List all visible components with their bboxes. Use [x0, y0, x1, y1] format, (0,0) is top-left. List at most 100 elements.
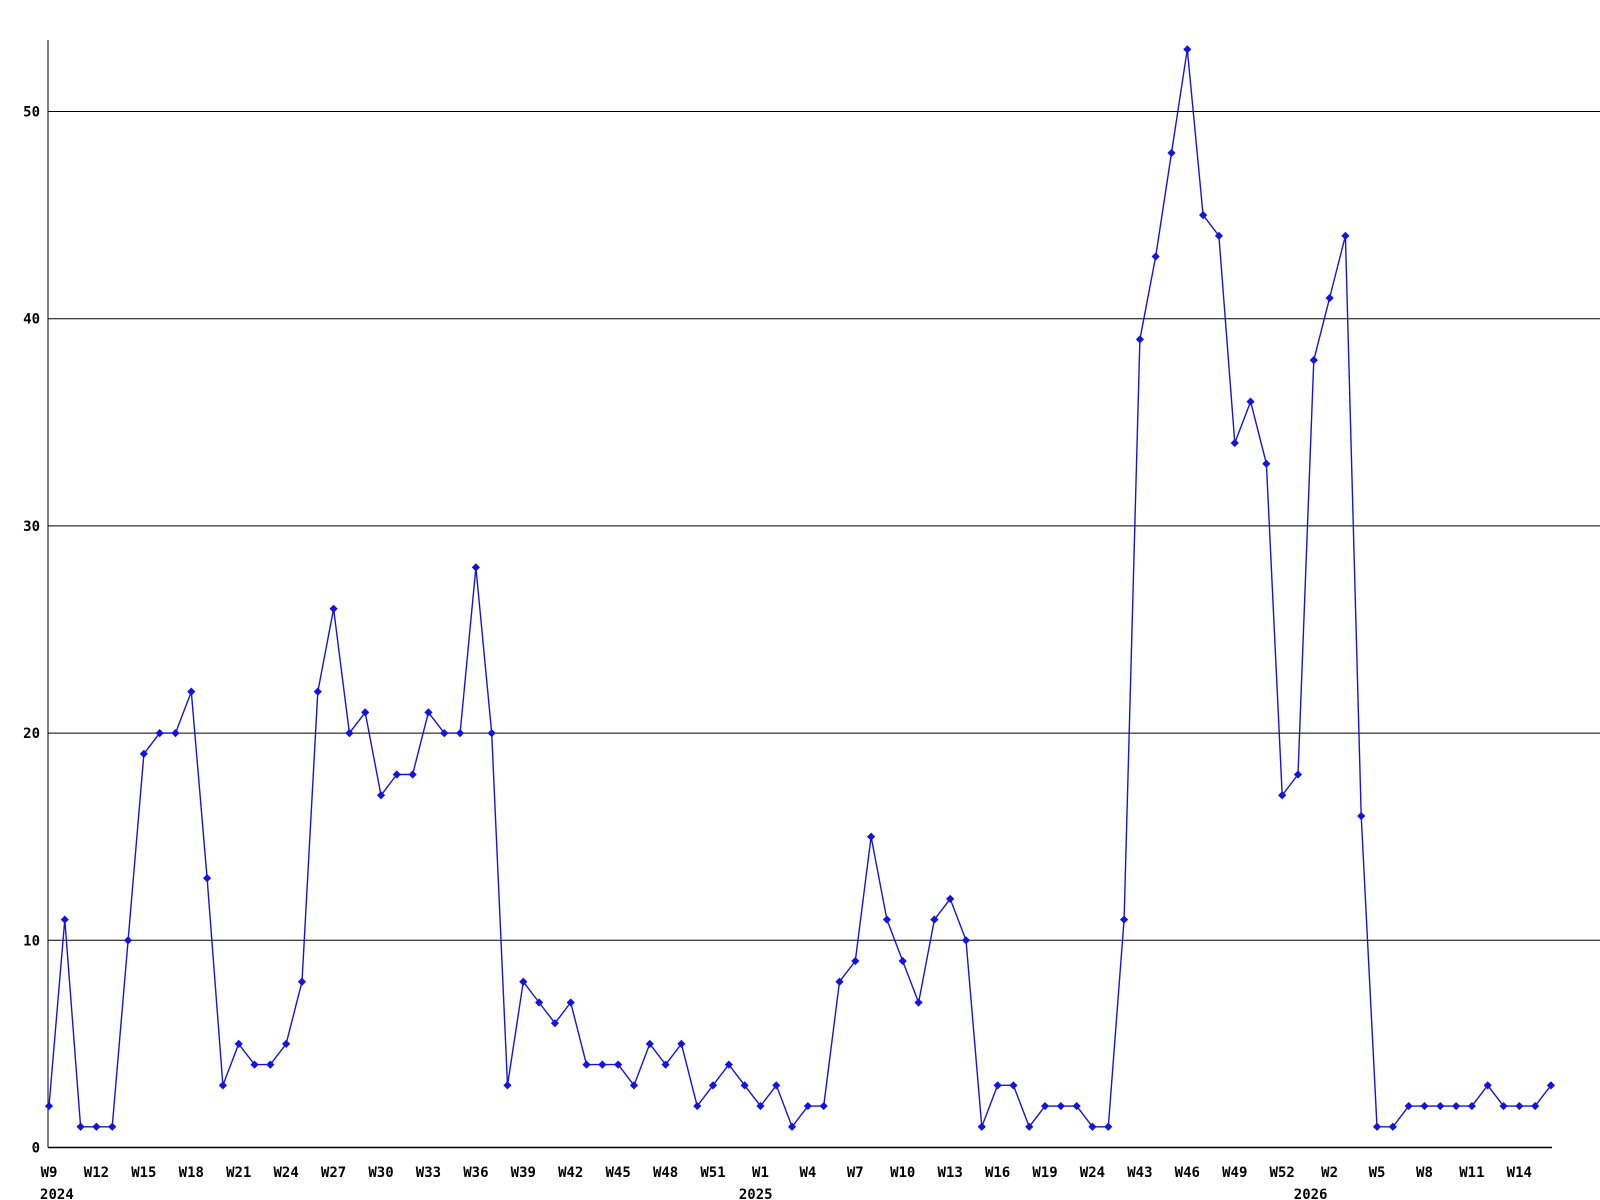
data-point — [740, 1081, 749, 1090]
data-point — [598, 1060, 607, 1069]
data-point — [566, 998, 575, 1007]
year-label-2024: 2024 — [40, 1187, 74, 1200]
data-point — [708, 1081, 718, 1090]
data-point — [1420, 1101, 1429, 1111]
x-tick-label-w24-22: W24 — [1080, 1165, 1105, 1181]
data-point — [108, 1122, 117, 1131]
x-tick-label-w30-7: W30 — [368, 1165, 393, 1181]
data-point — [1025, 1122, 1034, 1131]
data-point — [187, 687, 196, 696]
data-point — [1040, 1101, 1050, 1111]
data-point — [471, 563, 480, 572]
x-tick-label-w46-24: W46 — [1175, 1165, 1200, 1181]
data-point — [977, 1122, 986, 1131]
data-point — [1357, 811, 1366, 821]
y-tick-label-20: 20 — [23, 726, 40, 742]
data-point — [614, 1060, 623, 1069]
data-point — [898, 956, 907, 966]
data-point — [1483, 1081, 1492, 1090]
data-point — [1293, 770, 1303, 779]
data-point — [503, 1081, 512, 1090]
data-point — [772, 1081, 781, 1090]
data-point — [455, 728, 465, 738]
data-point — [550, 1019, 560, 1028]
data-point — [1499, 1101, 1508, 1111]
y-tick-label-10: 10 — [23, 933, 40, 949]
year-label-2026: 2026 — [1294, 1187, 1328, 1200]
data-point — [930, 915, 939, 924]
data-point — [487, 728, 496, 738]
y-tick-label-0: 0 — [32, 1141, 40, 1157]
x-tick-label-w33-8: W33 — [416, 1165, 441, 1181]
data-point — [803, 1101, 812, 1111]
data-point — [1325, 293, 1334, 303]
x-tick-label-w13-19: W13 — [938, 1165, 963, 1181]
data-point — [1104, 1122, 1113, 1131]
x-tick-label-w45-12: W45 — [606, 1165, 631, 1181]
data-point — [946, 894, 955, 903]
data-point — [693, 1101, 702, 1111]
data-point — [1167, 148, 1176, 158]
data-point — [202, 874, 212, 883]
data-point — [1278, 791, 1287, 800]
data-point — [1546, 1081, 1556, 1090]
data-point — [582, 1060, 591, 1069]
data-point — [1151, 252, 1160, 261]
x-tick-label-w1-15: W1 — [752, 1165, 769, 1181]
data-point — [329, 604, 338, 613]
x-tick-label-w49-25: W49 — [1222, 1165, 1247, 1181]
data-point — [1341, 231, 1350, 240]
data-point — [60, 915, 69, 924]
x-tick-label-w14-31: W14 — [1507, 1165, 1532, 1181]
data-point — [1436, 1101, 1445, 1111]
data-point — [424, 708, 433, 717]
data-point — [961, 936, 971, 945]
data-point — [123, 936, 133, 945]
data-point — [1451, 1101, 1461, 1111]
data-point — [867, 832, 876, 841]
data-point — [787, 1122, 797, 1131]
x-tick-label-w42-11: W42 — [558, 1165, 583, 1181]
data-point — [851, 956, 860, 966]
x-tick-label-w15-2: W15 — [131, 1165, 156, 1181]
data-line — [48, 48, 1552, 1128]
data-point — [1246, 397, 1255, 406]
data-point — [139, 749, 148, 758]
x-tick-label-w10-18: W10 — [890, 1165, 915, 1181]
x-tick-label-w19-21: W19 — [1032, 1165, 1057, 1181]
y-tick-label-50: 50 — [23, 105, 40, 121]
data-point — [1531, 1101, 1540, 1111]
data-point — [1072, 1101, 1081, 1111]
y-tick-label-40: 40 — [23, 312, 40, 328]
data-point — [1404, 1101, 1413, 1111]
x-tick-label-w16-20: W16 — [985, 1165, 1010, 1181]
data-point — [76, 1122, 85, 1131]
x-tick-label-w9-0: W9 — [41, 1165, 58, 1181]
data-point — [1467, 1101, 1477, 1111]
data-point — [645, 1039, 654, 1049]
data-point — [1009, 1081, 1018, 1090]
x-tick-label-w48-13: W48 — [653, 1165, 678, 1181]
x-tick-label-w7-17: W7 — [847, 1165, 864, 1181]
data-point — [155, 728, 164, 738]
data-point — [361, 708, 370, 717]
data-point — [1214, 231, 1224, 240]
data-point — [882, 915, 892, 924]
data-point — [92, 1122, 101, 1131]
x-tick-label-w24-5: W24 — [274, 1165, 299, 1181]
data-point — [661, 1060, 670, 1069]
y-tick-label-30: 30 — [23, 519, 40, 535]
x-tick-label-w12-1: W12 — [84, 1165, 109, 1181]
x-tick-label-w52-26: W52 — [1270, 1165, 1295, 1181]
year-label-2025: 2025 — [739, 1187, 773, 1200]
data-point — [835, 977, 844, 986]
data-point — [535, 998, 544, 1007]
data-point — [345, 728, 354, 738]
data-point — [1056, 1101, 1065, 1111]
x-tick-label-w5-28: W5 — [1369, 1165, 1386, 1181]
data-point — [1135, 335, 1144, 344]
data-point — [282, 1039, 291, 1049]
data-point — [376, 791, 386, 800]
